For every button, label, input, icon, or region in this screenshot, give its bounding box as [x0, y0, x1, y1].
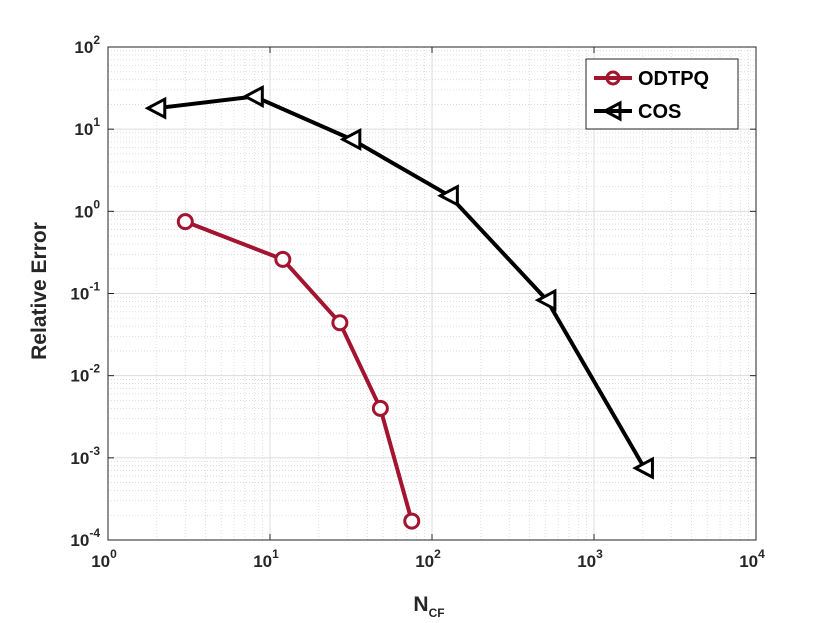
x-tick-label: 103	[577, 547, 603, 571]
x-tick-label: 102	[415, 547, 441, 571]
data-point-odtpq	[274, 250, 292, 268]
x-tick-label: 100	[91, 547, 117, 571]
data-point-odtpq	[331, 314, 349, 332]
x-tick-label: 104	[739, 547, 765, 571]
legend-box	[585, 58, 739, 130]
x-axis-label-main: N	[413, 593, 428, 616]
data-point-odtpq	[176, 213, 194, 231]
ticks: 100 101 102 103 104 10-4 10-3 10-2 10-1 100 101 102	[70, 33, 765, 571]
data-point-cos	[144, 96, 167, 120]
x-axis-label: NCF	[413, 593, 444, 620]
data-point-odtpq	[371, 399, 389, 417]
data-point-cos	[632, 456, 654, 480]
legend-label-cos: COS	[638, 101, 681, 123]
y-tick-label: 10-1	[70, 280, 100, 304]
y-tick-label: 102	[74, 33, 100, 57]
legend-marker-odtpq	[605, 70, 621, 86]
x-tick-label: 101	[253, 547, 279, 571]
y-tick-label: 100	[74, 197, 100, 221]
data-point-cos	[339, 127, 362, 151]
x-axis-label-sub: CF	[429, 606, 445, 620]
y-tick-label: 101	[74, 115, 100, 139]
data-point-odtpq	[403, 512, 421, 530]
y-tick-label: 10-3	[70, 444, 100, 468]
y-tick-label: 10-4	[70, 526, 100, 550]
legend-label-odtpq: ODTPQ	[638, 68, 709, 90]
legend: ODTPQ COS	[585, 58, 739, 130]
data-point-cos	[437, 184, 459, 208]
series-line-cos	[156, 94, 647, 470]
series	[144, 84, 654, 530]
y-tick-label: 10-2	[70, 362, 100, 386]
data-point-cos	[534, 288, 557, 312]
data-point-cos	[242, 84, 264, 108]
y-axis-label: Relative Error	[28, 222, 51, 360]
legend-marker-cos	[601, 100, 622, 122]
